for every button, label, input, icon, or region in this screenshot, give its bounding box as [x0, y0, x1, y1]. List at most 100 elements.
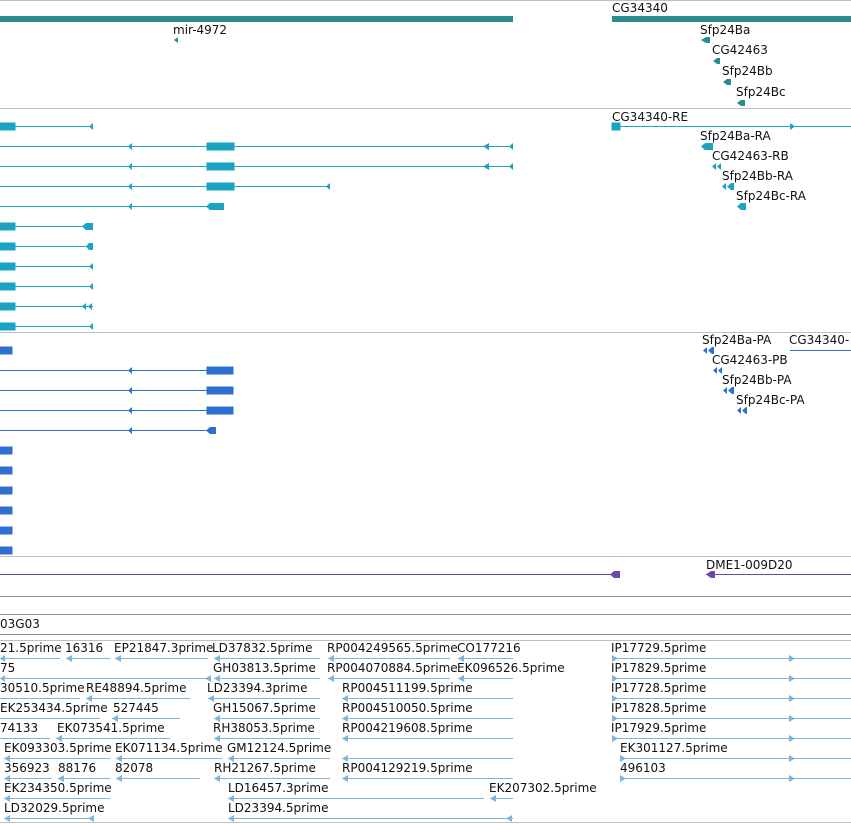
transcript-model[interactable]: [0, 142, 513, 151]
gene-label: mir-4972: [173, 23, 228, 37]
est-feature[interactable]: [0, 715, 851, 722]
protein-model[interactable]: [0, 346, 13, 355]
gene-feature-sfp24bb[interactable]: [723, 79, 731, 85]
est-label: RH38053.5prime: [213, 721, 315, 735]
transcript-model-sfp24ba-ra[interactable]: [701, 143, 713, 150]
transcript-label: Sfp24Ba-RA: [700, 129, 771, 143]
est-label: RP004249565.5prime: [327, 641, 458, 655]
transcript-model[interactable]: [0, 302, 93, 311]
est-feature[interactable]: [4, 775, 851, 782]
transcript-model[interactable]: [0, 203, 224, 210]
protein-model[interactable]: [0, 506, 13, 515]
est-feature[interactable]: [0, 655, 851, 662]
est-label: 16316: [65, 641, 104, 655]
est-feature[interactable]: [4, 755, 851, 762]
est-label: 88176: [58, 761, 97, 775]
est-feature[interactable]: [0, 695, 851, 702]
protein-model-sfp24bc-pa[interactable]: [737, 407, 747, 414]
insertion-label: DME1-009D20: [706, 558, 793, 572]
protein-model[interactable]: [0, 386, 234, 395]
protein-model[interactable]: [0, 406, 234, 415]
est-label: IP17829.5prime: [611, 661, 707, 675]
est-label: RP004510050.5prime: [342, 701, 473, 715]
transcript-model[interactable]: [0, 262, 93, 271]
insertion-feature-dme1-009d20[interactable]: [706, 571, 851, 578]
protein-label: Sfp24Bb-PA: [722, 373, 792, 387]
transcript-label: CG42463-RB: [712, 149, 789, 163]
protein-model[interactable]: [0, 446, 13, 455]
protein-model[interactable]: [0, 526, 13, 535]
est-label: EK073541.5prime: [57, 721, 165, 735]
gene-feature-sfp24bc[interactable]: [737, 100, 745, 106]
est-label: GM12124.5prime: [227, 741, 332, 755]
protein-label: CG42463-PB: [712, 353, 788, 367]
gene-label: CG42463: [712, 43, 768, 57]
clone-label: 03G03: [0, 617, 40, 631]
track-separator: [0, 640, 851, 641]
transcript-model[interactable]: [0, 282, 93, 291]
est-feature[interactable]: [4, 815, 513, 822]
gene-label: Sfp24Ba: [700, 23, 751, 37]
transcript-model[interactable]: [0, 322, 93, 331]
track-separator: [0, 634, 851, 635]
track-separator: [0, 822, 851, 823]
gene-label: CG34340: [612, 1, 668, 15]
transcript-model-cg42463-rb[interactable]: [712, 163, 721, 170]
est-label: LD32029.5prime: [4, 801, 105, 815]
protein-label: CG34340-: [789, 333, 850, 347]
protein-model[interactable]: [0, 366, 234, 375]
protein-model[interactable]: [0, 486, 13, 495]
gene-feature[interactable]: [0, 16, 513, 22]
transcript-model-cg34340-re[interactable]: [611, 122, 851, 131]
est-label: EK234350.5prime: [4, 781, 112, 795]
gene-label: Sfp24Bc: [736, 85, 786, 99]
track-separator: [0, 0, 851, 1]
est-label: 356923: [4, 761, 50, 775]
transcript-model[interactable]: [0, 162, 513, 171]
est-feature[interactable]: [0, 675, 851, 682]
gene-feature-cg42463[interactable]: [713, 58, 720, 64]
protein-model-sfp24ba-pa[interactable]: [703, 347, 714, 354]
est-label: EK301127.5prime: [620, 741, 728, 755]
est-label: LD23394.3prime: [207, 681, 308, 695]
est-label: LD23394.5prime: [228, 801, 329, 815]
est-label: 82078: [115, 761, 154, 775]
track-separator: [0, 614, 851, 615]
est-label: IP17728.5prime: [611, 681, 707, 695]
est-label: 21.5prime: [0, 641, 62, 655]
insertion-feature[interactable]: [0, 571, 620, 578]
gene-feature-cg34340[interactable]: [612, 16, 851, 22]
transcript-model[interactable]: [0, 182, 330, 191]
transcript-model[interactable]: [0, 242, 93, 251]
est-label: EK253434.5prime: [0, 701, 108, 715]
est-label: EK096526.5prime: [457, 661, 565, 675]
est-feature[interactable]: [4, 795, 513, 802]
est-label: EK207302.5prime: [489, 781, 597, 795]
est-label: GH15067.5prime: [213, 701, 316, 715]
est-label: IP17929.5prime: [611, 721, 707, 735]
protein-label: Sfp24Bc-PA: [736, 393, 805, 407]
gene-feature-sfp24ba[interactable]: [701, 37, 710, 43]
protein-model[interactable]: [0, 427, 216, 434]
est-feature[interactable]: [0, 735, 851, 742]
transcript-label: CG34340-RE: [612, 110, 689, 124]
est-label: LD16457.3prime: [228, 781, 329, 795]
est-label: 75: [0, 661, 16, 675]
transcript-model-sfp24bc-ra[interactable]: [737, 203, 746, 210]
transcript-model[interactable]: [0, 222, 93, 231]
track-separator: [0, 332, 851, 333]
est-label: IP17828.5prime: [611, 701, 707, 715]
est-label: RP004219608.5prime: [342, 721, 473, 735]
protein-model-cg42463-pb[interactable]: [713, 367, 722, 374]
protein-model-sfp24bb-pa[interactable]: [723, 387, 734, 394]
est-label: EK071134.5prime: [115, 741, 223, 755]
protein-model[interactable]: [0, 546, 13, 555]
transcript-model[interactable]: [0, 122, 93, 131]
protein-model[interactable]: [0, 466, 13, 475]
transcript-model-sfp24bb-ra[interactable]: [722, 183, 734, 190]
gene-feature-mir-4972[interactable]: [174, 37, 178, 43]
est-label: 496103: [620, 761, 666, 775]
est-label: 74133: [0, 721, 39, 735]
est-label: LD37832.5prime: [212, 641, 313, 655]
